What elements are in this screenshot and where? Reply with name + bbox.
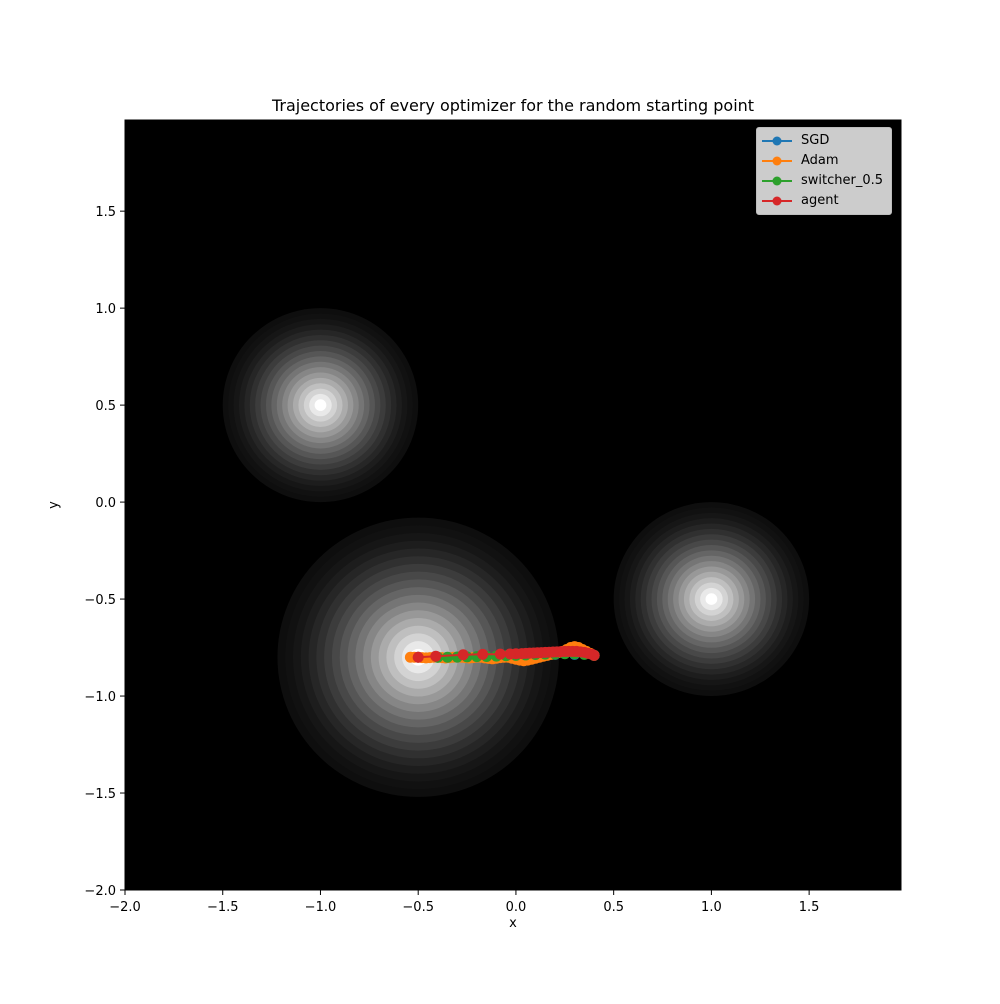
contour-peak-0: [222, 308, 419, 503]
x-tick-label: −1.5: [207, 900, 239, 915]
data-point-agent: [477, 648, 489, 660]
y-tick-label: 1.5: [95, 205, 116, 220]
plot-frame: [124, 119, 902, 891]
contour-layer: [222, 308, 810, 797]
contour-peak-2: [613, 502, 810, 697]
x-axis: −2.0 −1.5 −1.0 −0.5 0.0 0.5 1.0 1.5: [109, 890, 819, 915]
legend-swatch-adam: [762, 156, 792, 166]
data-point-agent: [504, 648, 516, 660]
y-tick-label: −1.0: [84, 690, 116, 705]
legend-label-adam: Adam: [801, 153, 839, 168]
data-point-agent: [430, 650, 442, 662]
legend-swatch-sgd: [762, 136, 792, 146]
legend-item-adam: Adam: [757, 151, 893, 171]
y-tick-label: −0.5: [84, 593, 116, 608]
y-tick-label: −1.5: [84, 787, 116, 802]
data-point-Adam: [404, 651, 416, 663]
legend: SGD Adam switcher_0.5 agent: [756, 127, 892, 215]
legend-label-switcher: switcher_0.5: [801, 173, 884, 188]
legend-label-agent: agent: [801, 193, 839, 208]
data-point-agent: [457, 649, 469, 661]
x-tick-label: 0.5: [603, 900, 624, 915]
legend-item-sgd: SGD: [757, 131, 893, 151]
contour-level: [705, 593, 718, 605]
y-tick-label: 1.0: [95, 302, 116, 317]
y-tick-label: 0.0: [95, 496, 116, 511]
contour-level: [314, 399, 327, 411]
x-tick-label: −0.5: [402, 900, 434, 915]
x-tick-label: −1.0: [305, 900, 337, 915]
legend-swatch-agent: [762, 196, 792, 206]
data-point-agent: [494, 648, 506, 660]
plot-area: [125, 120, 901, 890]
x-tick-label: −2.0: [109, 900, 141, 915]
y-tick-label: 0.5: [95, 399, 116, 414]
x-tick-label: 0.0: [506, 900, 527, 915]
x-axis-label: x: [509, 916, 517, 931]
legend-item-agent: agent: [757, 191, 893, 211]
legend-item-switcher: switcher_0.5: [757, 171, 893, 191]
series-layer: [404, 641, 600, 667]
y-tick-label: −2.0: [84, 884, 116, 899]
x-tick-label: 1.5: [799, 900, 820, 915]
legend-swatch-switcher: [762, 176, 792, 186]
legend-label-sgd: SGD: [801, 133, 830, 148]
x-tick-label: 1.0: [701, 900, 722, 915]
data-point-switcher_0.5: [442, 651, 454, 663]
data-point-agent: [412, 651, 424, 663]
y-axis: −2.0 −1.5 −1.0 −0.5 0.0 0.5 1.0 1.5: [84, 205, 125, 899]
chart-title: Trajectories of every optimizer for the …: [271, 96, 755, 115]
y-axis-label: y: [46, 501, 62, 509]
series-agent: [412, 645, 600, 663]
